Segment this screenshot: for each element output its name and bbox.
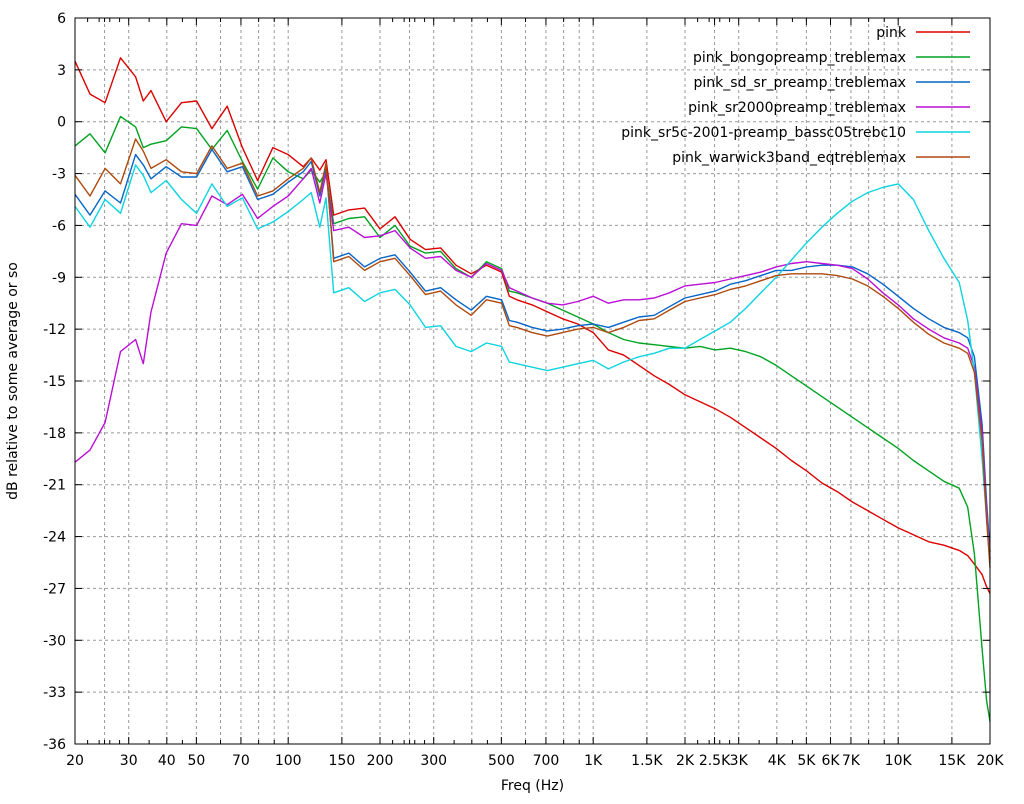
- y-tick-label: -6: [52, 218, 66, 234]
- x-tick-label: 2.5K: [699, 753, 731, 769]
- series-line-pink_warwick3band_eqtreblemax: [74, 138, 991, 568]
- series-line-pink_bongopreamp_treblemax: [74, 115, 991, 722]
- legend: pink pink_bongopreamp_treblemax pink_sd_sr…: [621, 25, 970, 166]
- y-tick-label: -15: [43, 374, 66, 390]
- y-tick-label: -12: [43, 322, 66, 338]
- legend-label: pink_sd_sr_preamp_treblemax: [694, 75, 906, 91]
- x-tick-label: 4K: [768, 753, 787, 769]
- y-tick-label: -3: [52, 167, 66, 183]
- y-tick-label: -9: [52, 270, 66, 286]
- x-tick-label: 3K: [730, 753, 749, 769]
- y-tick-label: 6: [57, 11, 66, 27]
- series-line-pink: [74, 57, 991, 594]
- y-axis-title: dB relative to some average or so: [5, 262, 21, 500]
- legend-entry-pink_warwick3band_eqtreblemax: pink_warwick3band_eqtreblemax: [672, 150, 970, 166]
- x-tick-label: 100: [275, 753, 302, 769]
- plot-border: [74, 17, 991, 745]
- x-tick-label: 2K: [676, 753, 695, 769]
- y-tick-label: 0: [57, 115, 66, 131]
- legend-entry-pink_bongopreamp_treblemax: pink_bongopreamp_treblemax: [693, 50, 970, 66]
- y-tick-label: -24: [43, 530, 66, 546]
- x-tick-label: 1.5K: [631, 753, 663, 769]
- legend-entry-pink_sr5c-2001-preamp_bassc05trebc10: pink_sr5c-2001-preamp_bassc05trebc10: [621, 125, 970, 141]
- legend-label: pink: [876, 25, 907, 41]
- legend-entry-pink_sd_sr_preamp_treblemax: pink_sd_sr_preamp_treblemax: [694, 75, 970, 91]
- series-group: [74, 57, 991, 722]
- legend-label: pink_bongopreamp_treblemax: [693, 50, 906, 66]
- legend-entry-pink_sr2000preamp_treblemax: pink_sr2000preamp_treblemax: [688, 100, 970, 116]
- y-tick-label: -36: [43, 737, 66, 753]
- y-tick-label: -21: [43, 478, 66, 494]
- series-line-pink_sd_sr_preamp_treblemax: [74, 148, 991, 553]
- y-tick-label: -27: [43, 581, 66, 597]
- x-tick-label: 500: [488, 753, 515, 769]
- x-axis-title: Freq (Hz): [501, 778, 564, 794]
- x-tick-label: 40: [158, 753, 176, 769]
- legend-label: pink_sr2000preamp_treblemax: [688, 100, 906, 116]
- y-tick-label: -18: [43, 426, 66, 442]
- x-tick-label: 5K: [797, 753, 816, 769]
- x-tick-label: 50: [187, 753, 205, 769]
- x-tick-label: 10K: [885, 753, 913, 769]
- y-tick-label: 3: [57, 63, 66, 79]
- x-tick-label: 200: [367, 753, 394, 769]
- x-tick-label: 1K: [584, 753, 603, 769]
- axis-ticks: [74, 17, 991, 745]
- x-tick-label: 7K: [842, 753, 861, 769]
- series-line-pink_sr5c-2001-preamp_bassc05trebc10: [74, 164, 991, 563]
- legend-entry-pink: pink: [876, 25, 970, 41]
- x-tick-label: 20: [66, 753, 84, 769]
- x-tick-label: 300: [420, 753, 447, 769]
- y-tick-label: -33: [43, 685, 66, 701]
- series-line-pink_sr2000preamp_treblemax: [74, 167, 991, 560]
- x-tick-label: 150: [329, 753, 356, 769]
- x-tick-label: 70: [232, 753, 250, 769]
- x-tick-label: 15K: [938, 753, 966, 769]
- x-tick-label: 30: [120, 753, 138, 769]
- x-tick-label: 6K: [821, 753, 840, 769]
- legend-label: pink_warwick3band_eqtreblemax: [672, 150, 906, 166]
- x-tick-label: 20K: [977, 753, 1005, 769]
- legend-label: pink_sr5c-2001-preamp_bassc05trebc10: [621, 125, 906, 141]
- gridlines: [75, 18, 990, 744]
- x-tick-label: 700: [533, 753, 560, 769]
- y-tick-label: -30: [43, 633, 66, 649]
